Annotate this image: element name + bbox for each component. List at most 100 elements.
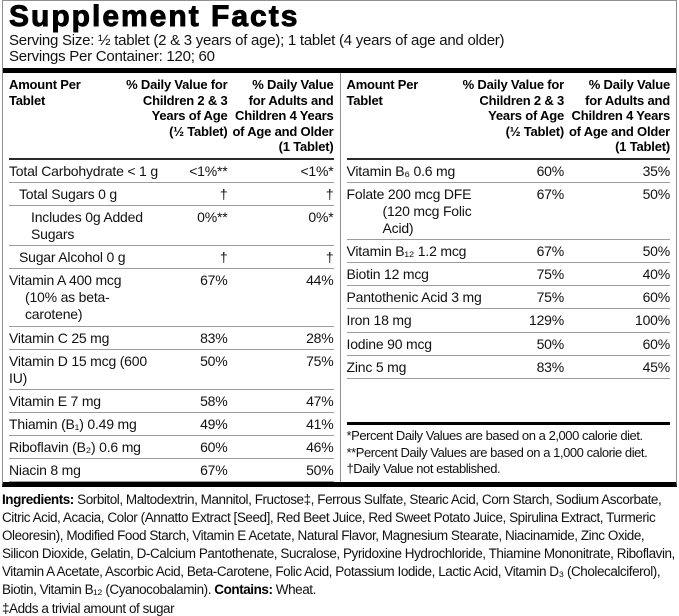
row-name: Riboflavin (B₂) 0.6 mg — [9, 439, 160, 456]
column-header-amount: Amount Per Tablet — [9, 76, 81, 108]
column-header-adults-dv: % Daily Value for Adults and Children 4 … — [568, 76, 670, 155]
nutrient-name: Pantothenic Acid 3 mg — [346, 289, 482, 306]
dv-children-value: 67% — [536, 186, 565, 203]
dv-children-value: † — [219, 186, 228, 203]
nutrient-name: Vitamin A 400 mcg — [9, 272, 122, 289]
table-row: Vitamin B₆ 0.6 mg 60% 35% — [346, 160, 671, 184]
row-name: Iron 18 mg — [347, 312, 497, 329]
table-row: Niacin 8 mg 67% 50% — [9, 459, 334, 483]
facts-table-right-column: Amount Per Tablet % Daily Value for Chil… — [339, 72, 677, 483]
dv-adults-value: 45% — [642, 358, 671, 375]
dv-children-value: 50% — [200, 352, 228, 369]
row-name: Vitamin B₆ 0.6 mg — [347, 163, 497, 180]
table-row: Vitamin A 400 mcg (10% as beta-carotene) … — [9, 269, 334, 327]
dv-children-value: † — [219, 249, 228, 266]
facts-header: Supplement Facts Serving Size: ½ tablet … — [3, 1, 676, 73]
dv-children-value: 83% — [200, 329, 228, 346]
dv-adults-value: 47% — [306, 392, 334, 409]
row-name: Sugar Alcohol 0 g — [9, 249, 160, 266]
table-row: Vitamin C 25 mg 83% 28% — [9, 327, 334, 350]
dv-adults-value: 44% — [306, 272, 334, 289]
nutrient-name: Sugar Alcohol 0 g — [19, 249, 126, 266]
dv-adults-value: <1%* — [300, 162, 334, 179]
dv-children-value: 129% — [528, 312, 564, 329]
dv-adults-value: 0%* — [308, 209, 334, 226]
column-header-children-dv: % Daily Value for Children 2 & 3 Years o… — [126, 76, 228, 139]
ingredients-label: Ingredients: — [2, 492, 74, 508]
facts-panel: Supplement Facts Serving Size: ½ tablet … — [2, 0, 677, 488]
dv-adults-value: † — [325, 186, 334, 203]
dv-adults-value: 40% — [642, 266, 671, 283]
table-row: Riboflavin (B₂) 0.6 mg 60% 46% — [9, 436, 334, 460]
column-header-children-dv: % Daily Value for Children 2 & 3 Years o… — [462, 76, 565, 139]
column-headers: Amount Per Tablet % Daily Value for Chil… — [346, 73, 670, 160]
dv-children-value: 58% — [200, 392, 228, 409]
dv-children-value: 0%** — [197, 209, 228, 226]
nutrient-name: Total Sugars 0 g — [19, 186, 117, 203]
dv-adults-value: † — [325, 249, 334, 266]
row-name: Vitamin A 400 mcg (10% as beta-carotene) — [9, 272, 160, 323]
dv-adults-value: 50% — [642, 243, 671, 260]
serving-size: Serving Size: ½ tablet (2 & 3 years of a… — [9, 31, 505, 49]
contains-label: Contains: — [214, 581, 273, 597]
table-row: Iodine 90 mcg 50% 60% — [346, 333, 671, 356]
footnote-2000-calorie: *Percent Daily Values are based on a 2,0… — [346, 428, 644, 444]
dv-adults-value: 28% — [306, 329, 334, 346]
row-name: Vitamin E 7 mg — [9, 393, 160, 410]
nutrient-note: (10% as beta-carotene) — [25, 289, 110, 323]
sugar-footnote: ‡Adds a trivial amount of sugar — [2, 600, 175, 616]
nutrient-name: Iron 18 mg — [346, 312, 412, 329]
dv-adults-value: 60% — [642, 289, 671, 306]
dv-adults-value: 35% — [642, 162, 671, 179]
table-row: Vitamin B₁₂ 1.2 mcg 67% 50% — [346, 240, 671, 264]
nutrient-name: Vitamin E 7 mg — [9, 392, 101, 409]
dv-adults-value: 46% — [306, 438, 334, 455]
row-name: Thiamin (B₁) 0.49 mg — [9, 416, 160, 433]
nutrient-name: Vitamin B₁₂ 1.2 mcg — [346, 243, 467, 260]
dv-children-value: 83% — [536, 358, 565, 375]
table-row: Pantothenic Acid 3 mg 75% 60% — [346, 286, 671, 310]
table-row: Vitamin D 15 mcg (600 IU) 50% 75% — [9, 350, 334, 390]
row-name: Folate 200 mcg DFE (120 mcg Folic Acid) — [347, 186, 497, 237]
facts-table: Amount Per Tablet % Daily Value for Chil… — [3, 72, 677, 483]
row-name: Total Sugars 0 g — [9, 186, 160, 203]
nutrient-name: Thiamin (B₁) 0.49 mg — [9, 415, 137, 432]
dv-children-value: 75% — [536, 266, 565, 283]
dv-children-value: 50% — [536, 335, 565, 352]
dv-adults-value: 41% — [306, 415, 334, 432]
dv-children-value: 49% — [200, 415, 228, 432]
table-row: Thiamin (B₁) 0.49 mg 49% 41% — [9, 413, 334, 436]
footnote-1000-calorie: **Percent Daily Values are based on a 1,… — [346, 444, 648, 460]
facts-table-left-column: Amount Per Tablet % Daily Value for Chil… — [3, 73, 340, 483]
nutrient-note: (120 mcg Folic Acid) — [382, 203, 472, 237]
nutrient-name: Vitamin B₆ 0.6 mg — [346, 162, 456, 179]
column-header-adults-dv: % Daily Value for Adults and Children 4 … — [232, 76, 334, 155]
column-headers: Amount Per Tablet % Daily Value for Chil… — [9, 73, 334, 160]
nutrient-name: Folate 200 mcg DFE — [346, 186, 472, 203]
dv-adults-value: 50% — [306, 462, 334, 479]
dv-children-value: 67% — [200, 462, 228, 479]
dv-children-value: <1%** — [189, 162, 228, 179]
table-row: Zinc 5 mg 83% 45% — [346, 356, 671, 379]
nutrient-name: Vitamin D 15 mcg (600 IU) — [9, 352, 147, 386]
servings-per-container: Servings Per Container: 120; 60 — [9, 47, 215, 65]
dv-adults-value: 75% — [306, 352, 334, 369]
table-row: Includes 0g Added Sugars 0%** 0%* — [9, 206, 334, 247]
dv-adults-value: 60% — [642, 335, 671, 352]
dv-adults-value: 50% — [642, 186, 671, 203]
row-name: Pantothenic Acid 3 mg — [347, 289, 497, 306]
table-row: Iron 18 mg 129% 100% — [346, 309, 670, 333]
nutrient-name: Biotin 12 mcg — [346, 266, 429, 283]
dv-adults-value: 100% — [634, 312, 670, 329]
nutrient-name: Total Carbohydrate < 1 g — [9, 162, 158, 179]
dv-children-value: 75% — [536, 289, 565, 306]
table-row: Total Carbohydrate < 1 g <1%** <1%* — [9, 160, 334, 184]
nutrient-name: Zinc 5 mg — [346, 358, 407, 375]
row-name: Niacin 8 mg — [9, 462, 160, 479]
ingredients-text: Sorbitol, Maltodextrin, Mannitol, Fructo… — [2, 492, 675, 597]
row-name: Vitamin D 15 mcg (600 IU) — [9, 353, 160, 387]
table-row: Folate 200 mcg DFE (120 mcg Folic Acid) 6… — [346, 183, 671, 241]
nutrient-name: Iodine 90 mcg — [346, 335, 433, 352]
row-name: Includes 0g Added Sugars — [9, 209, 160, 243]
